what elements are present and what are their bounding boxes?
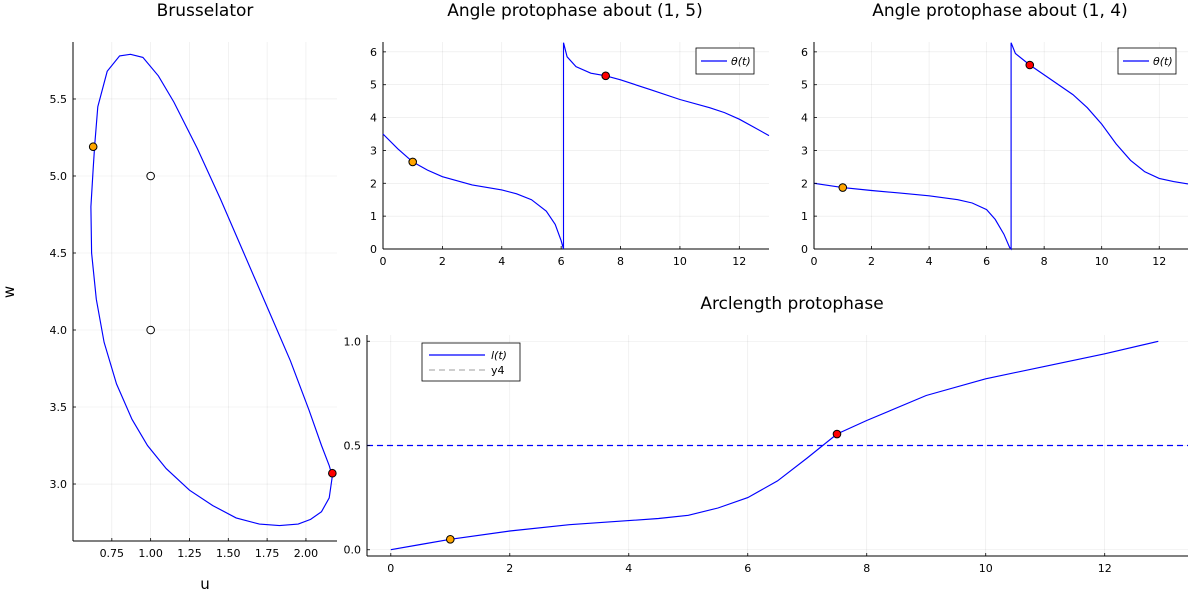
angle14-ytick-label-4: 4 — [801, 112, 808, 125]
brusselator-panel: Brusselator 0.75 1.00 1.25 1.50 1.75 2.00 3.0… — [0, 1, 337, 593]
brusselator-ytick-label-0: 3.0 — [50, 478, 68, 491]
angle15-xtick-label-5: 10 — [673, 255, 687, 268]
brusselator-xtick-label-0: 0.75 — [100, 547, 125, 560]
angle-protophase-14-panel: Angle protophase about (1, 4) 0 2 4 6 8 10 12 … — [801, 1, 1189, 268]
angle14-ytick-label-6: 6 — [801, 46, 808, 59]
angle15-xtick-label-3: 6 — [558, 255, 565, 268]
arclength-legend: l(t) y4 — [421, 342, 521, 382]
brusselator-marker-0 — [88, 142, 98, 152]
angle14-xtick-label-6: 12 — [1152, 255, 1166, 268]
arclength-ytick-label-2: 1.0 — [344, 335, 362, 348]
arclength-protophase-panel: Arclength protophase 0 2 4 6 8 10 12 0.0 0.5 1.0… — [344, 294, 1188, 575]
brusselator-series-0 — [90, 53, 333, 527]
angle14-xtick-label-3: 6 — [983, 255, 990, 268]
brusselator-xtick-label-2: 1.25 — [177, 547, 202, 560]
brusselator-xtick-label-3: 1.50 — [216, 547, 241, 560]
angle15-xtick-label-0: 0 — [380, 255, 387, 268]
angle14-xtick-label-4: 8 — [1041, 255, 1048, 268]
arclength-ytick-label-0: 0.0 — [344, 544, 362, 557]
angle15-xtick-label-1: 2 — [439, 255, 446, 268]
angle15-marker-0 — [408, 157, 417, 167]
angle14-marker-0 — [838, 183, 848, 192]
angle14-ytick-label-3: 3 — [801, 144, 808, 157]
angle15-series-0 — [382, 42, 770, 250]
angle14-legend-label: θ(t) — [1153, 55, 1173, 68]
angle14-title: Angle protophase about (1, 4) — [872, 1, 1128, 21]
angle15-ytick-label-1: 1 — [370, 210, 377, 223]
brusselator-title: Brusselator — [157, 1, 254, 21]
brusselator-ytick-label-1: 3.5 — [50, 401, 68, 414]
brusselator-ytick-label-5: 5.5 — [50, 93, 68, 106]
arclength-xtick-label-2: 4 — [625, 562, 632, 575]
arclength-xtick-label-1: 2 — [506, 562, 513, 575]
angle15-legend-label: θ(t) — [731, 55, 751, 68]
angle15-marker-1 — [601, 71, 610, 81]
angle14-xtick-label-5: 10 — [1095, 255, 1109, 268]
angle14-ytick-label-2: 2 — [801, 177, 808, 190]
angle15-ytick-label-3: 3 — [370, 144, 377, 157]
brusselator-marker-2 — [146, 171, 155, 181]
arclength-xtick-label-6: 12 — [1098, 562, 1112, 575]
angle14-xtick-label-1: 2 — [868, 255, 875, 268]
angle15-ytick-label-6: 6 — [370, 46, 377, 59]
angle14-ytick-label-0: 0 — [801, 243, 808, 256]
arclength-series-0 — [390, 340, 1159, 551]
angle15-legend: θ(t) — [695, 47, 755, 75]
angle15-xtick-label-6: 12 — [732, 255, 746, 268]
angle14-xtick-label-2: 4 — [926, 255, 933, 268]
brusselator-ylabel: w — [0, 286, 18, 298]
arclength-marker-0 — [445, 535, 455, 544]
angle-protophase-15-panel: Angle protophase about (1, 5) 0 2 4 6 8 10 12 … — [370, 1, 770, 268]
arclength-ytick-label-1: 0.5 — [344, 440, 362, 453]
brusselator-xlabel: u — [200, 575, 210, 593]
brusselator-marker-3 — [146, 325, 155, 335]
arclength-xtick-label-5: 10 — [979, 562, 993, 575]
brusselator-xtick-label-1: 1.00 — [138, 547, 163, 560]
brusselator-marker-1 — [328, 468, 337, 478]
arclength-legend-label-y4: y4 — [491, 364, 505, 377]
brusselator-xtick-label-4: 1.75 — [255, 547, 280, 560]
brusselator-ytick-label-2: 4.0 — [50, 324, 68, 337]
angle14-xtick-label-0: 0 — [811, 255, 818, 268]
angle15-ytick-label-2: 2 — [370, 177, 377, 190]
angle15-xtick-label-4: 8 — [617, 255, 624, 268]
arclength-title: Arclength protophase — [700, 294, 883, 314]
arclength-marker-1 — [832, 429, 842, 439]
arclength-xtick-label-4: 8 — [863, 562, 870, 575]
brusselator-ytick-label-3: 4.5 — [50, 247, 68, 260]
angle14-marker-1 — [1025, 60, 1035, 70]
angle14-ytick-label-1: 1 — [801, 210, 808, 223]
angle15-ytick-label-0: 0 — [370, 243, 377, 256]
angle15-xtick-label-2: 4 — [498, 255, 505, 268]
arclength-xtick-label-0: 0 — [387, 562, 394, 575]
arclength-xtick-label-3: 6 — [744, 562, 751, 575]
brusselator-ytick-label-4: 5.0 — [50, 170, 68, 183]
angle15-title: Angle protophase about (1, 5) — [447, 1, 703, 21]
angle14-series-0 — [813, 42, 1189, 251]
angle15-ytick-label-4: 4 — [370, 112, 377, 125]
angle14-ytick-label-5: 5 — [801, 79, 808, 92]
angle14-legend: θ(t) — [1117, 47, 1177, 75]
angle15-ytick-label-5: 5 — [370, 79, 377, 92]
arclength-legend-label-l: l(t) — [491, 349, 507, 362]
brusselator-xtick-label-5: 2.00 — [294, 547, 319, 560]
